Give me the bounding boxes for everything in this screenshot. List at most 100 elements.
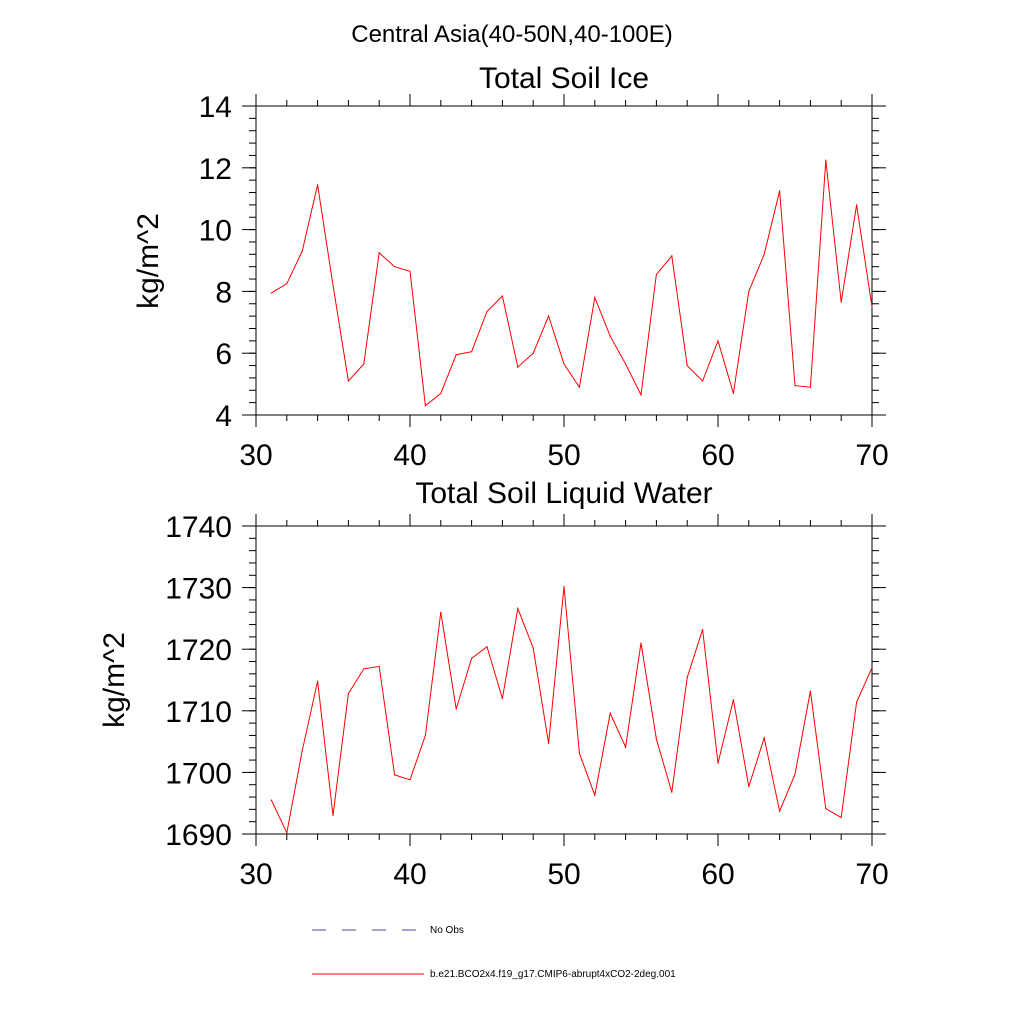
figure-title: Central Asia(40-50N,40-100E) bbox=[351, 21, 673, 48]
data-point bbox=[748, 290, 750, 292]
y-tick-label: 1700 bbox=[165, 757, 232, 790]
data-point bbox=[763, 253, 765, 255]
y-tick-label: 1730 bbox=[165, 573, 232, 606]
data-point bbox=[363, 363, 365, 365]
data-point bbox=[732, 699, 735, 701]
data-point bbox=[548, 315, 550, 317]
data-point bbox=[671, 791, 673, 793]
y-tick-label: 12 bbox=[199, 153, 232, 186]
data-point bbox=[609, 712, 611, 714]
data-point bbox=[471, 351, 473, 353]
data-point bbox=[378, 252, 380, 254]
data-point bbox=[332, 814, 334, 817]
data-point bbox=[517, 607, 519, 610]
data-point bbox=[455, 708, 457, 710]
data-point bbox=[347, 380, 349, 382]
data-point bbox=[702, 380, 704, 382]
data-point bbox=[501, 697, 503, 700]
plot-frame bbox=[255, 105, 873, 416]
y-tick-label: 1740 bbox=[165, 511, 232, 544]
data-point bbox=[840, 816, 842, 818]
data-point bbox=[625, 363, 627, 365]
chart-title: Total Soil Liquid Water bbox=[415, 477, 712, 510]
data-point bbox=[686, 676, 688, 679]
data-point bbox=[332, 284, 334, 286]
y-tick-label: 4 bbox=[215, 400, 232, 433]
y-tick-label: 1690 bbox=[165, 819, 232, 852]
y-tick-label: 8 bbox=[215, 276, 232, 309]
data-point bbox=[563, 363, 565, 365]
data-point bbox=[286, 283, 288, 285]
data-point bbox=[625, 746, 627, 748]
data-point bbox=[655, 738, 658, 740]
data-point bbox=[301, 250, 303, 252]
data-point bbox=[717, 762, 719, 764]
data-point bbox=[748, 785, 750, 788]
data-point bbox=[548, 742, 550, 745]
data-point bbox=[409, 779, 411, 781]
data-point bbox=[794, 773, 796, 775]
data-point bbox=[609, 335, 611, 337]
data-point bbox=[871, 667, 873, 669]
data-point bbox=[270, 292, 272, 294]
data-point bbox=[563, 585, 565, 587]
y-axis-label: kg/m^2 bbox=[132, 213, 165, 309]
data-point bbox=[486, 310, 488, 313]
data-point bbox=[270, 799, 272, 801]
data-point bbox=[440, 611, 442, 613]
series-line bbox=[271, 160, 873, 407]
data-point bbox=[501, 295, 503, 297]
data-point bbox=[578, 752, 581, 754]
y-tick-label: 6 bbox=[215, 338, 232, 371]
data-point bbox=[286, 832, 288, 834]
data-point bbox=[763, 737, 765, 739]
data-point bbox=[732, 392, 735, 394]
x-tick-label: 70 bbox=[855, 858, 888, 891]
legend-label-model-run: b.e21.BCO2x4.f19_g17.CMIP6-abrupt4xCO2-2… bbox=[430, 969, 676, 980]
chart-title: Total Soil Ice bbox=[479, 62, 649, 95]
data-point bbox=[640, 394, 642, 396]
x-tick-label: 70 bbox=[855, 439, 888, 472]
y-tick-label: 10 bbox=[199, 215, 232, 248]
data-point bbox=[363, 668, 365, 670]
x-tick-label: 40 bbox=[393, 439, 426, 472]
data-point bbox=[317, 680, 319, 682]
data-point bbox=[301, 750, 303, 752]
data-point bbox=[424, 405, 426, 407]
legend: No Obs b.e21.BCO2x4.f19_g17.CMIP6-abrupt… bbox=[312, 925, 676, 980]
data-point bbox=[440, 392, 442, 394]
series-line bbox=[270, 586, 873, 835]
data-point bbox=[825, 808, 827, 810]
data-point bbox=[378, 665, 380, 668]
data-point bbox=[856, 204, 858, 206]
data-point bbox=[809, 690, 812, 692]
plot-frame bbox=[255, 525, 873, 835]
data-point bbox=[779, 190, 781, 192]
data-point bbox=[871, 306, 873, 308]
data-point bbox=[532, 647, 534, 649]
x-tick-label: 60 bbox=[701, 439, 734, 472]
data-point bbox=[532, 352, 534, 354]
y-axis-label: kg/m^2 bbox=[98, 632, 131, 728]
data-point bbox=[424, 734, 426, 737]
data-point bbox=[409, 270, 411, 272]
data-point bbox=[394, 774, 396, 776]
x-tick-label: 50 bbox=[547, 858, 580, 891]
data-point bbox=[794, 385, 796, 387]
data-point bbox=[809, 386, 812, 388]
chart-total-soil-ice: Total Soil Ice kg/m^2 30 40 50 60 70 4 6 8 10 12 1… bbox=[132, 62, 889, 472]
data-point bbox=[471, 657, 473, 660]
data-point bbox=[486, 646, 488, 648]
data-point bbox=[578, 386, 581, 388]
y-tick-label: 14 bbox=[199, 91, 232, 124]
x-tick-label: 40 bbox=[393, 858, 426, 891]
data-point bbox=[655, 273, 658, 276]
data-point bbox=[517, 366, 519, 368]
data-point bbox=[671, 255, 673, 257]
data-point bbox=[594, 794, 596, 796]
data-point bbox=[856, 701, 858, 703]
data-point bbox=[455, 354, 457, 356]
data-point bbox=[347, 692, 349, 695]
data-point bbox=[825, 159, 827, 161]
